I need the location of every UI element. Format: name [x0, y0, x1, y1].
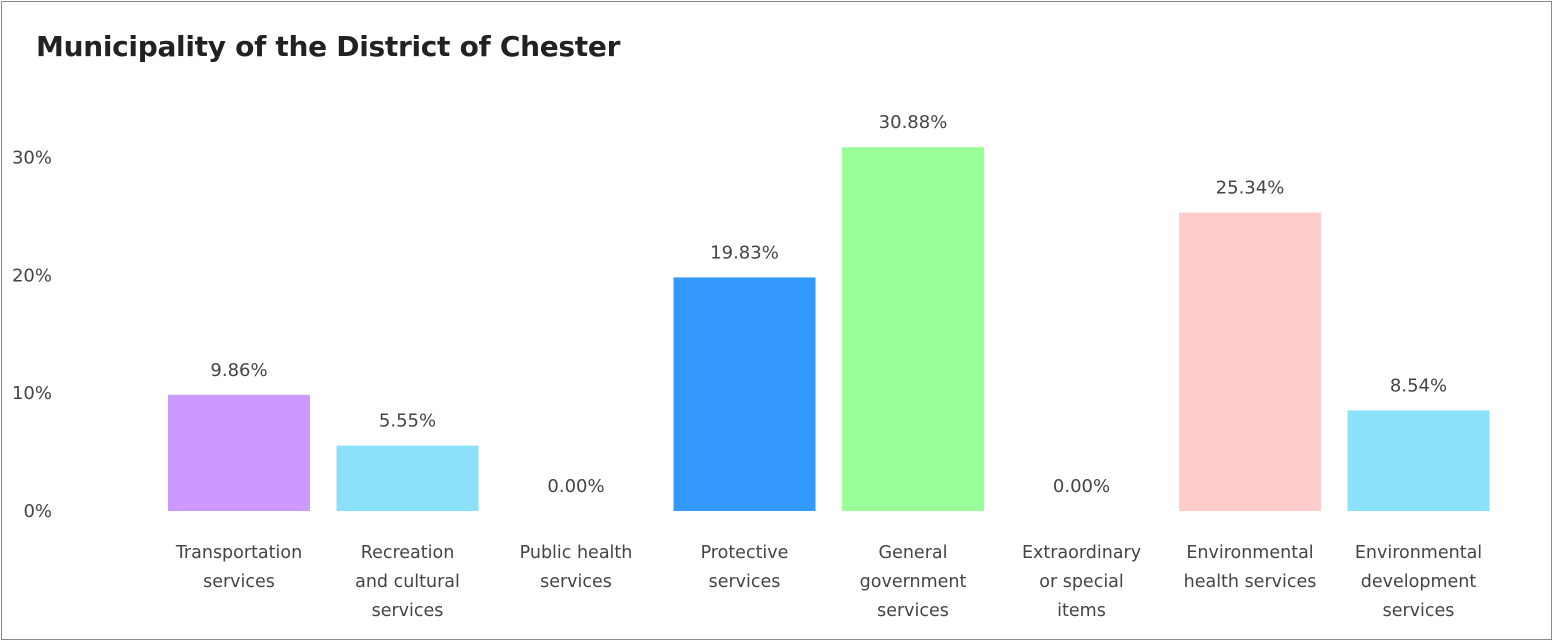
data-label: 9.86% [210, 360, 267, 381]
bar [842, 147, 984, 512]
x-tick-label: Recreation and cultural services [355, 543, 460, 621]
chart-title: Municipality of the District of Chester [36, 30, 621, 63]
bar [336, 445, 479, 511]
y-tick-label: 10% [12, 383, 52, 404]
x-tick-label: Environmental health services [1184, 543, 1317, 592]
bar [673, 277, 816, 511]
y-tick-label: 30% [12, 148, 52, 169]
data-label: 30.88% [879, 112, 948, 133]
y-tick-label: 0% [23, 501, 52, 522]
x-tick-label: Environmental development services [1355, 543, 1482, 621]
data-label: 0.00% [1053, 476, 1110, 497]
bar [168, 394, 310, 511]
data-label: 8.54% [1390, 375, 1447, 396]
x-tick-label: Transportation services [175, 543, 302, 592]
x-tick-label: Protective services [701, 543, 789, 592]
data-label: 5.55% [379, 411, 436, 432]
x-tick-label: Public health services [520, 543, 633, 592]
data-label: 0.00% [547, 476, 604, 497]
x-tick-label: Extraordinary or special items [1022, 543, 1141, 621]
y-tick-label: 20% [12, 265, 52, 286]
bar [1179, 212, 1321, 511]
data-label: 19.83% [710, 242, 779, 263]
bar [1347, 410, 1490, 511]
data-label: 25.34% [1216, 177, 1285, 198]
x-tick-label: General government services [860, 543, 967, 621]
